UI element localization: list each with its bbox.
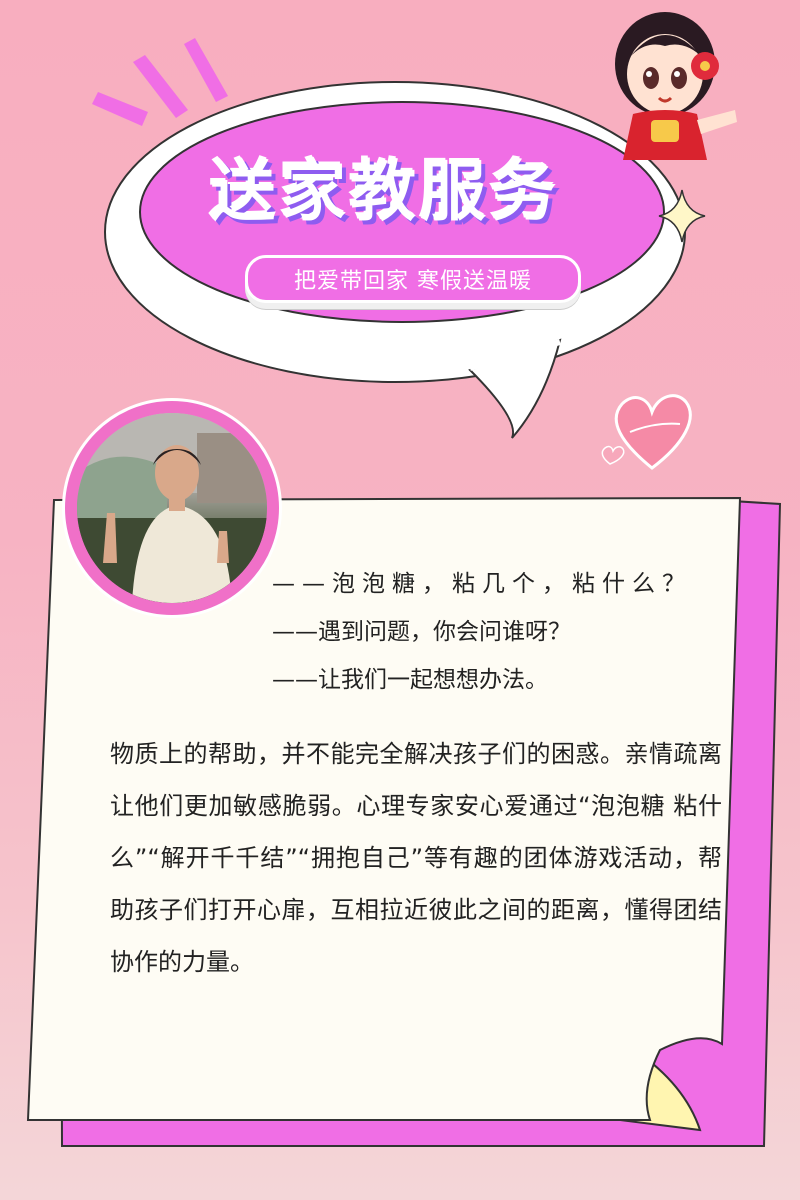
heart-icon	[601, 394, 692, 470]
subtitle-banner: 把爱带回家 寒假送温暖	[245, 255, 581, 303]
dialogue-line: ——泡泡糖，粘几个，粘什么？	[272, 571, 692, 597]
mascot-girl-icon	[615, 12, 737, 160]
paper-card	[26, 496, 782, 1147]
page-title: 送家教服务	[210, 153, 560, 230]
dialogue-line: ——让我们一起想想办法。	[272, 667, 548, 693]
sparkle-icon	[658, 189, 706, 243]
body-paragraph: 物质上的帮助，并不能完全解决孩子们的困惑。亲情疏离让他们更加敏感脆弱。心理专家安…	[110, 740, 722, 976]
speaker-photo	[77, 413, 267, 603]
burst-lines-icon	[92, 38, 228, 126]
avatar	[62, 398, 282, 618]
dialogue-line: ——遇到问题，你会问谁呀？	[272, 619, 571, 645]
